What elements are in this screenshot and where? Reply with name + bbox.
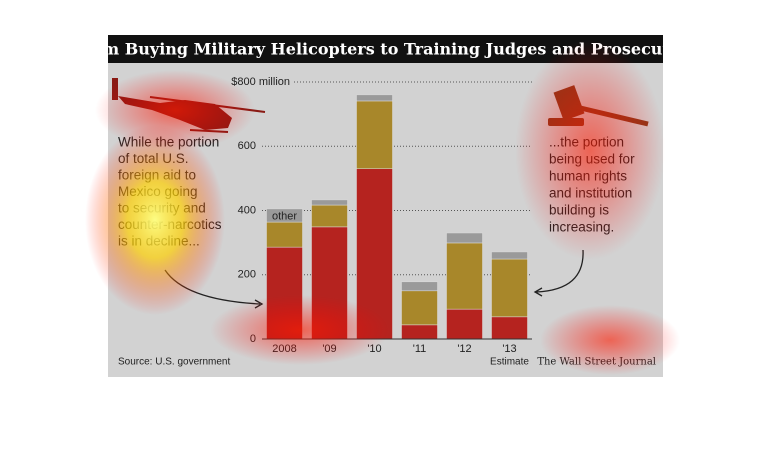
bar-segment: [491, 258, 528, 318]
annotation-line: of total U.S.: [118, 151, 189, 166]
x-tick-label: '09: [322, 343, 336, 355]
bar-segment: [266, 246, 303, 340]
bar-segment: [266, 221, 303, 248]
bar-segment: [356, 168, 393, 340]
x-tick-label: '11: [413, 343, 427, 355]
annotation-line: foreign aid to: [118, 168, 196, 183]
bar-segment: [401, 290, 438, 326]
annotation-line: human rights: [549, 169, 627, 184]
bar-segment: [446, 232, 483, 244]
annotation-line: counter-narcotics: [118, 217, 222, 232]
y-tick-label: 400: [238, 204, 256, 216]
bar-segment: [356, 94, 393, 102]
category-note: Estimate: [490, 357, 529, 368]
x-tick-label: '12: [457, 343, 471, 355]
bar-segment: [311, 204, 348, 228]
source: Source: U.S. government: [118, 357, 230, 368]
legend-label: other: [272, 210, 297, 222]
y-tick-label: 600: [238, 140, 256, 152]
annotation-line: ...the portion: [549, 135, 624, 150]
x-tick-label: '13: [502, 343, 516, 355]
plot: 0 200 400 600 $800 million other 2008 '09 '10 '11…: [231, 76, 532, 368]
bar-segment: [266, 208, 303, 223]
x-tick-label: '10: [367, 343, 381, 355]
bar-segment: [446, 242, 483, 310]
bar-segment: [446, 308, 483, 340]
annotation-line: building is: [549, 203, 609, 218]
credit: The Wall Street Journal: [537, 357, 656, 368]
annotation-line: While the portion: [118, 135, 219, 150]
bar-segment: [401, 281, 438, 292]
y-tick-label: $800 million: [231, 76, 290, 88]
bar-segment: [311, 199, 348, 206]
annotation-line: increasing.: [549, 220, 614, 235]
bar-segment: [356, 100, 393, 169]
annotation-line: being used for: [549, 152, 635, 167]
annotation-line: and institution: [549, 186, 632, 201]
x-tick-label: 2008: [272, 343, 296, 355]
annotation-line: is in decline...: [118, 234, 200, 249]
y-tick-label: 200: [238, 269, 256, 281]
annotation-line: to security and: [118, 201, 206, 216]
bar-segment: [491, 316, 528, 340]
bar-segment: [401, 324, 438, 340]
bar-segment: [491, 251, 528, 260]
annotation-line: Mexico going: [118, 184, 198, 199]
arrowhead: [533, 287, 543, 297]
bar-segment: [311, 226, 348, 340]
y-tick-label: 0: [250, 333, 256, 345]
chart-title: From Buying Military Helicopters to Trai…: [72, 40, 698, 59]
